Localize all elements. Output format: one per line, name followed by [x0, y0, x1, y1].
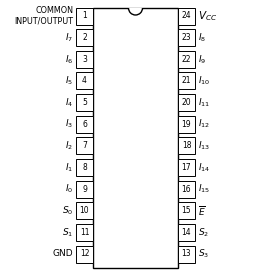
Bar [178, 116, 195, 133]
Bar [76, 159, 93, 176]
Text: $I_{8}$: $I_{8}$ [198, 31, 206, 44]
Text: $I_{7}$: $I_{7}$ [65, 31, 73, 44]
Text: $I_{13}$: $I_{13}$ [198, 140, 210, 152]
Text: 7: 7 [82, 141, 87, 150]
Bar [178, 159, 195, 176]
Text: $V_{CC}$: $V_{CC}$ [198, 9, 217, 23]
Text: 6: 6 [82, 120, 87, 129]
Text: 11: 11 [80, 228, 89, 237]
Text: $\overline{E}$: $\overline{E}$ [198, 204, 206, 218]
Bar [178, 72, 195, 89]
Text: 10: 10 [80, 206, 89, 215]
Text: 16: 16 [182, 185, 191, 194]
Bar [76, 224, 93, 241]
Text: 9: 9 [82, 185, 87, 194]
Text: $S_{1}$: $S_{1}$ [62, 226, 73, 239]
Text: 18: 18 [182, 141, 191, 150]
Text: 8: 8 [82, 163, 87, 172]
Bar [178, 51, 195, 68]
Text: 14: 14 [182, 228, 191, 237]
Bar [178, 224, 195, 241]
Text: 12: 12 [80, 249, 89, 258]
Text: 1: 1 [82, 12, 87, 21]
Bar [178, 137, 195, 154]
Text: 24: 24 [182, 12, 191, 21]
Text: 17: 17 [182, 163, 191, 172]
Text: $I_{2}$: $I_{2}$ [65, 140, 73, 152]
Text: 19: 19 [182, 120, 191, 129]
Wedge shape [129, 8, 142, 15]
Bar [76, 246, 93, 263]
Text: $I_{12}$: $I_{12}$ [198, 118, 210, 130]
Bar [76, 29, 93, 46]
Text: 23: 23 [182, 33, 191, 42]
Text: 15: 15 [182, 206, 191, 215]
Text: $I_{4}$: $I_{4}$ [65, 96, 73, 109]
Bar [76, 181, 93, 198]
Text: 20: 20 [182, 98, 191, 107]
Text: 2: 2 [82, 33, 87, 42]
Text: $I_{10}$: $I_{10}$ [198, 75, 210, 87]
Text: 21: 21 [182, 76, 191, 86]
Text: $I_{5}$: $I_{5}$ [65, 75, 73, 87]
Bar [76, 94, 93, 111]
Text: $S_{3}$: $S_{3}$ [198, 248, 209, 260]
Bar [76, 116, 93, 133]
Text: $I_{3}$: $I_{3}$ [65, 118, 73, 130]
Text: $I_{0}$: $I_{0}$ [65, 183, 73, 195]
Bar [76, 137, 93, 154]
Text: 4: 4 [82, 76, 87, 86]
Bar [178, 94, 195, 111]
Bar [178, 7, 195, 24]
Bar [76, 72, 93, 89]
Text: INPUT/OUTPUT: INPUT/OUTPUT [14, 17, 73, 26]
Text: 5: 5 [82, 98, 87, 107]
Bar [76, 51, 93, 68]
Text: GND: GND [52, 249, 73, 258]
Text: COMMON: COMMON [35, 6, 73, 15]
Text: $I_{9}$: $I_{9}$ [198, 53, 206, 65]
Bar [178, 181, 195, 198]
Text: 22: 22 [182, 55, 191, 64]
Bar [93, 8, 178, 268]
Text: $I_{1}$: $I_{1}$ [65, 161, 73, 174]
Text: $S_{0}$: $S_{0}$ [62, 205, 73, 217]
Bar [76, 202, 93, 219]
Text: 13: 13 [182, 249, 191, 258]
Text: $I_{11}$: $I_{11}$ [198, 96, 210, 109]
Text: 3: 3 [82, 55, 87, 64]
Bar [178, 246, 195, 263]
Text: $I_{6}$: $I_{6}$ [65, 53, 73, 65]
Text: $S_{2}$: $S_{2}$ [198, 226, 209, 239]
Text: $I_{15}$: $I_{15}$ [198, 183, 210, 195]
Bar [178, 202, 195, 219]
Bar [178, 29, 195, 46]
Bar [76, 7, 93, 24]
Text: $I_{14}$: $I_{14}$ [198, 161, 210, 174]
